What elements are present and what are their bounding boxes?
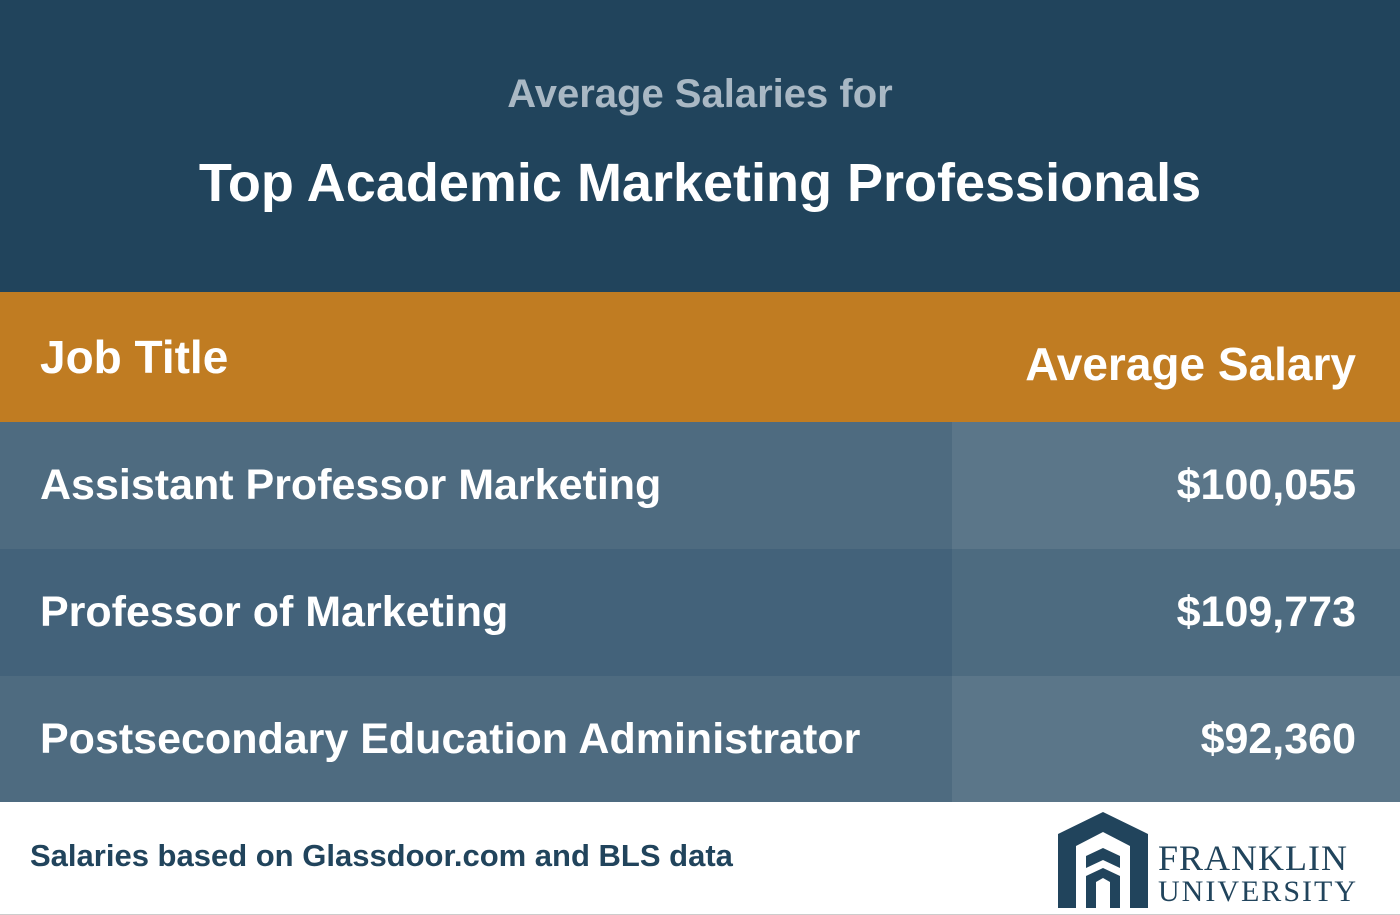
source-note: Salaries based on Glassdoor.com and BLS … — [30, 838, 733, 873]
table-row: Postsecondary Education Administrator $92… — [0, 676, 1400, 803]
table-row: Professor of Marketing $109,773 — [0, 549, 1400, 676]
header: Average Salaries for Top Academic Market… — [0, 0, 1400, 292]
salary: $109,773 — [952, 549, 1400, 676]
salary: $100,055 — [952, 422, 1400, 549]
logo-icon — [1058, 812, 1148, 908]
job-title: Assistant Professor Marketing — [0, 422, 952, 549]
logo-text: UNIVERSITY — [1158, 875, 1358, 908]
job-title: Postsecondary Education Administrator — [0, 676, 952, 803]
logo-text: FRANKLIN — [1158, 838, 1349, 878]
column-header: Average Salary — [1025, 338, 1356, 390]
table-row: Assistant Professor Marketing $100,055 — [0, 422, 1400, 549]
title: Top Academic Marketing Professionals — [198, 153, 1202, 213]
job-title: Professor of Marketing — [0, 549, 952, 676]
salary: $92,360 — [952, 676, 1400, 803]
table-body: Assistant Professor Marketing $100,055 Pro… — [0, 422, 1400, 803]
subtitle: Average Salaries for — [507, 72, 893, 116]
column-header: Job Title — [40, 331, 229, 383]
footer: Salaries based on Glassdoor.com and BLS … — [0, 802, 1400, 915]
table-header: Job Title Average Salary — [0, 292, 1400, 422]
